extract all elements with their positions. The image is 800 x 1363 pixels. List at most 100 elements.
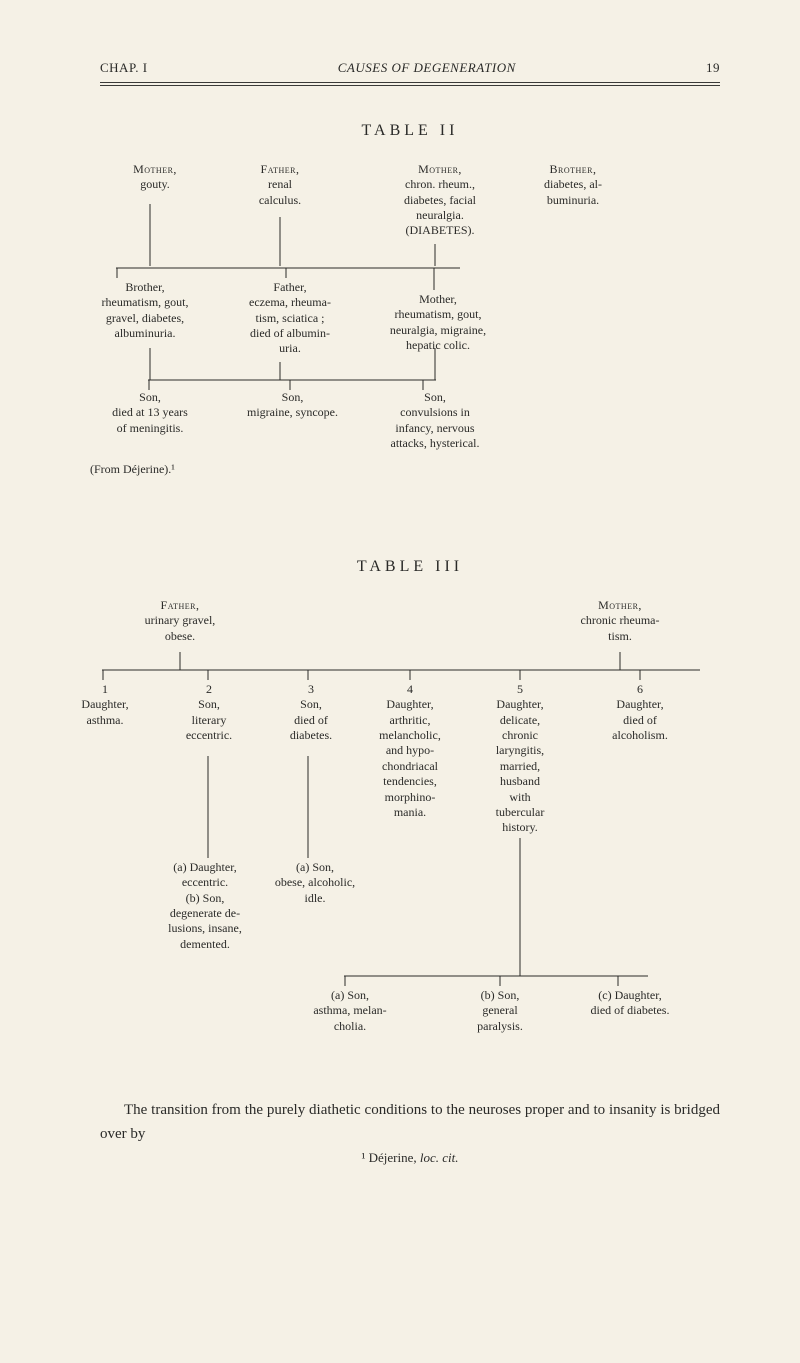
label: Mother, xyxy=(418,162,462,176)
l7: tubercular xyxy=(496,805,545,819)
l4: chondriacal xyxy=(382,759,438,773)
a-l2: idle. xyxy=(305,891,326,905)
l3: laryngitis, xyxy=(496,743,544,757)
t3-gc5-b: (b) Son, general paralysis. xyxy=(450,988,550,1034)
desc2: diabetes, facial xyxy=(404,193,476,207)
label: Father, xyxy=(161,598,200,612)
para-text: The transition from the purely diathetic… xyxy=(100,1102,720,1142)
l8: history. xyxy=(502,820,538,834)
l3: hepatic colic. xyxy=(406,338,470,352)
l6: with xyxy=(509,790,530,804)
footnote-text: ¹ Déjerine, loc. cit. xyxy=(361,1150,458,1165)
l1: delicate, xyxy=(500,713,540,727)
t2-mid-mother: Mother, rheumatism, gout, neuralgia, mig… xyxy=(358,292,518,353)
t3-child-5: 5 Daughter, delicate, chronic laryngitis… xyxy=(472,682,568,836)
desc2: buminuria. xyxy=(547,193,599,207)
l1: asthma, melan- xyxy=(313,1003,386,1017)
label: Brother, xyxy=(125,280,164,294)
l2: tism, sciatica ; xyxy=(256,311,325,325)
l2: paralysis. xyxy=(477,1019,523,1033)
t2-top-father: Father, renal calculus. xyxy=(230,162,330,208)
body-paragraph: The transition from the purely diathetic… xyxy=(100,1098,720,1146)
desc2: calculus. xyxy=(259,193,301,207)
label: Father, xyxy=(261,162,300,176)
t3-child-4: 4 Daughter, arthritic, melancholic, and … xyxy=(360,682,460,820)
label: Son, xyxy=(139,390,161,404)
desc1: diabetes, al- xyxy=(544,177,602,191)
l1: rheumatism, gout, xyxy=(102,295,189,309)
label: Son, xyxy=(282,390,304,404)
l4: uria. xyxy=(279,341,301,355)
title: Daughter, xyxy=(496,697,543,711)
l1: eczema, rheuma- xyxy=(249,295,331,309)
l3: albuminuria. xyxy=(115,326,176,340)
l3: and hypo- xyxy=(386,743,434,757)
desc1: renal xyxy=(268,177,292,191)
desc: gouty. xyxy=(140,177,170,191)
t3-child-6: 6 Daughter, died of alcoholism. xyxy=(590,682,690,743)
n: 4 xyxy=(407,682,413,696)
label: Father, xyxy=(273,280,306,294)
l2: neuralgia, migraine, xyxy=(390,323,486,337)
t3-gc5-c: (c) Daughter, died of diabetes. xyxy=(565,988,695,1019)
l2: chronic xyxy=(502,728,538,742)
l4: married, xyxy=(500,759,540,773)
n: 1 xyxy=(102,682,108,696)
label: Mother, xyxy=(133,162,177,176)
l1: urinary gravel, xyxy=(145,613,216,627)
l1: general xyxy=(482,1003,517,1017)
n: 6 xyxy=(637,682,643,696)
table-iii-tree: Father, urinary gravel, obese. Mother, c… xyxy=(100,598,720,1068)
t2-top-mother-rheum: Mother, chron. rheum., diabetes, facial … xyxy=(375,162,505,239)
label: Son, xyxy=(424,390,446,404)
t3-gc5-a: (a) Son, asthma, melan- cholia. xyxy=(290,988,410,1034)
n: 2 xyxy=(206,682,212,696)
table-ii-tree: Mother, gouty. Father, renal calculus. M… xyxy=(100,162,720,552)
label: (b) Son, xyxy=(481,988,520,1002)
table-ii-heading: TABLE II xyxy=(100,122,720,140)
l2: of meningitis. xyxy=(117,421,184,435)
l1: migraine, syncope. xyxy=(247,405,338,419)
l1: died of xyxy=(623,713,657,727)
l2: tism. xyxy=(608,629,632,643)
t2-source: (From Déjerine).¹ xyxy=(90,462,175,477)
t2-bot-son-b: Son, migraine, syncope. xyxy=(220,390,365,421)
t2-mid-brother: Brother, rheumatism, gout, gravel, diabe… xyxy=(70,280,220,341)
label: Brother, xyxy=(549,162,596,176)
title: Son, xyxy=(198,697,220,711)
l1: died of diabetes. xyxy=(591,1003,670,1017)
b-l1: degenerate de- xyxy=(170,906,240,920)
b-l2: lusions, insane, xyxy=(168,921,242,935)
label: Mother, xyxy=(598,598,642,612)
t3-child-3: 3 Son, died of diabetes. xyxy=(268,682,354,743)
t3-father: Father, urinary gravel, obese. xyxy=(120,598,240,644)
l3: died of albumin- xyxy=(250,326,330,340)
t2-top-brother: Brother, diabetes, al- buminuria. xyxy=(518,162,628,208)
l2: gravel, diabetes, xyxy=(106,311,184,325)
t3-child-1: 1 Daughter, asthma. xyxy=(60,682,150,728)
l2: eccentric. xyxy=(186,728,232,742)
n: 3 xyxy=(308,682,314,696)
t3-child-2: 2 Son, literary eccentric. xyxy=(166,682,252,743)
chapter-label: CHAP. I xyxy=(100,60,148,76)
a-l1: obese, alcoholic, xyxy=(275,875,355,889)
l2: diabetes. xyxy=(290,728,332,742)
desc4: (DIABETES). xyxy=(406,223,475,237)
b-label: (b) Son, xyxy=(186,891,225,905)
t3-gc3: (a) Son, obese, alcoholic, idle. xyxy=(255,860,375,906)
label: (a) Son, xyxy=(331,988,369,1002)
t2-mid-father: Father, eczema, rheuma- tism, sciatica ;… xyxy=(220,280,360,357)
l5: tendencies, xyxy=(383,774,437,788)
title: Daughter, xyxy=(81,697,128,711)
l2: obese. xyxy=(165,629,195,643)
l3: attacks, hysterical. xyxy=(391,436,480,450)
table-iii-heading: TABLE III xyxy=(100,558,720,576)
desc3: neuralgia. xyxy=(416,208,464,222)
label: (c) Daughter, xyxy=(598,988,662,1002)
label: Mother, xyxy=(419,292,457,306)
t2-bot-son-a: Son, died at 13 years of meningitis. xyxy=(80,390,220,436)
running-title: CAUSES OF DEGENERATION xyxy=(148,60,706,76)
n: 5 xyxy=(517,682,523,696)
title: Son, xyxy=(300,697,322,711)
t2-top-mother-gouty: Mother, gouty. xyxy=(100,162,210,193)
